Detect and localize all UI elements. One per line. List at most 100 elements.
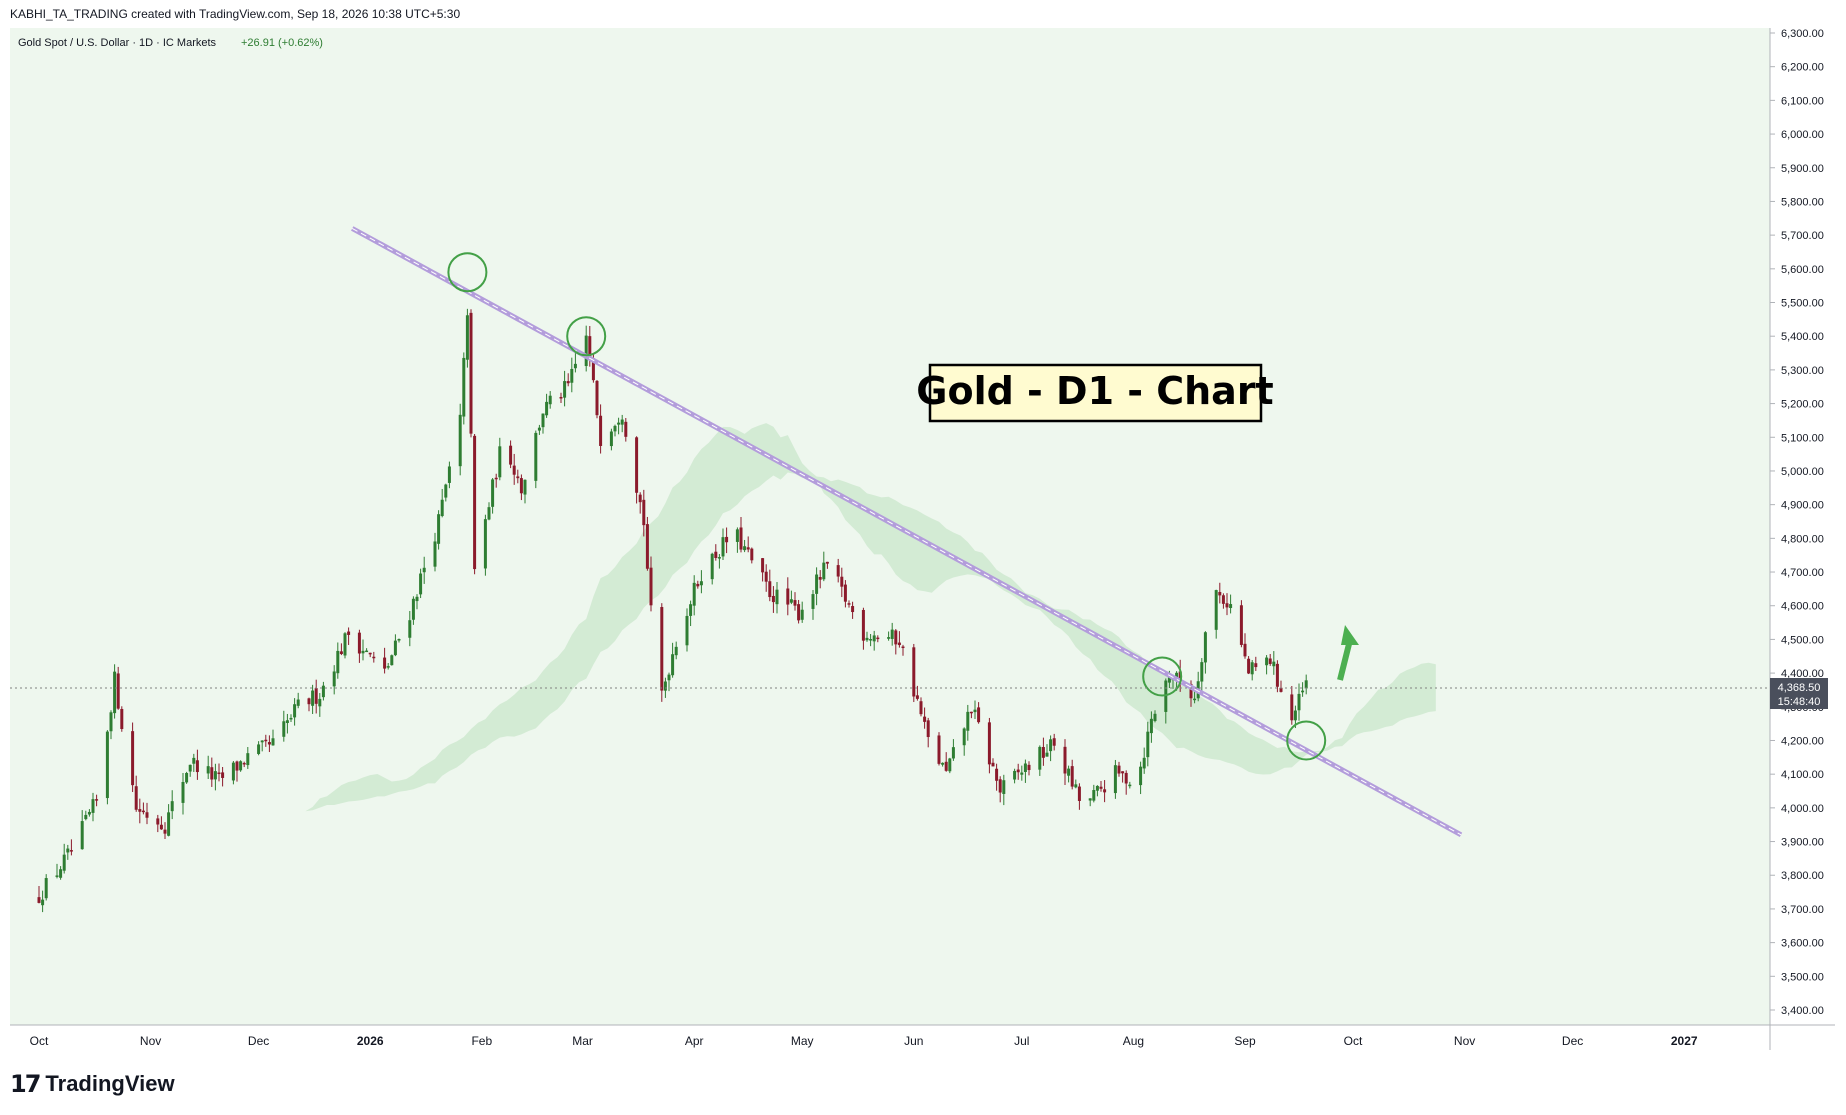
candle-body	[120, 708, 124, 730]
candle-body	[689, 604, 693, 616]
candle-body	[383, 657, 387, 669]
price-tick-label: 5,600.00	[1781, 264, 1824, 276]
candle-body	[717, 557, 721, 559]
price-tick-label: 5,500.00	[1781, 298, 1824, 310]
candle-body	[469, 312, 473, 434]
trendline[interactable]	[351, 226, 1463, 838]
time-tick-label: Jul	[1014, 1034, 1029, 1048]
candle-body	[397, 639, 401, 641]
candle-body	[264, 739, 268, 742]
candle-body	[519, 478, 523, 494]
price-tick-label: 4,900.00	[1781, 500, 1824, 512]
candle-body	[660, 607, 664, 691]
candle-body	[386, 666, 390, 668]
candle-body	[645, 524, 649, 569]
time-tick-label: Jun	[904, 1034, 923, 1048]
time-tick-label: 2026	[357, 1034, 384, 1048]
candle-body	[235, 761, 239, 771]
candle-body	[1193, 698, 1197, 701]
candle-body	[973, 709, 977, 713]
candle-body	[411, 598, 415, 620]
candle-body	[1239, 605, 1243, 645]
price-axis[interactable]: 6,300.00 6,200.00 6,100.00 6,000.00 5,900.00…	[1770, 28, 1824, 1017]
candle-body	[541, 413, 545, 428]
price-tick-label: 5,200.00	[1781, 399, 1824, 411]
candle-body	[894, 630, 898, 645]
candles[interactable]	[37, 308, 1308, 913]
candle-body	[919, 701, 923, 715]
candle-body	[390, 655, 394, 666]
candle-body	[285, 720, 289, 724]
candle-body	[872, 635, 876, 642]
price-tick-label: 4,600.00	[1781, 601, 1824, 613]
candle-body	[447, 466, 451, 483]
candle-body	[1142, 757, 1146, 769]
candle-body	[671, 654, 675, 676]
candle-body	[1290, 694, 1294, 721]
candle-body	[710, 553, 714, 580]
candle-body	[462, 357, 466, 417]
touch-circle	[1286, 720, 1327, 761]
candle-body	[361, 650, 365, 654]
candle-body	[1002, 780, 1006, 794]
candle-body	[861, 609, 865, 641]
tradingview-logo-icon: 17	[10, 1070, 41, 1098]
candle-body	[786, 588, 790, 605]
candle-body	[901, 646, 905, 649]
candle-body	[444, 484, 448, 498]
candle-body	[991, 762, 995, 767]
candle-body	[642, 499, 646, 526]
candle-body	[516, 476, 520, 479]
price-tick-label: 3,600.00	[1781, 938, 1824, 950]
price-tick-label: 5,100.00	[1781, 432, 1824, 444]
time-tick-label: Aug	[1123, 1034, 1144, 1048]
candle-body	[815, 574, 819, 594]
price-tick-label: 6,000.00	[1781, 129, 1824, 141]
candle-body	[307, 698, 311, 705]
candle-body	[761, 558, 765, 573]
candle-body	[422, 567, 426, 573]
candle-body	[91, 799, 95, 813]
candle-body	[170, 801, 174, 812]
candle-body	[69, 850, 73, 852]
candle-body	[951, 747, 955, 759]
candle-body	[339, 651, 343, 654]
candle-body	[44, 878, 48, 899]
time-axis[interactable]: Oct Nov Dec 2026 Feb Mar Apr May Jun Jul Aug Sep Oct…	[30, 1034, 1698, 1048]
candle-body	[746, 547, 750, 550]
candle-body	[1013, 770, 1017, 780]
candle-body	[1038, 746, 1042, 770]
candle-body	[141, 810, 145, 813]
touch-circle	[447, 252, 488, 293]
candle-body	[498, 446, 502, 478]
price-tick-label: 5,700.00	[1781, 230, 1824, 242]
candle-body	[537, 427, 541, 431]
candle-body	[725, 536, 729, 543]
chart-title: Gold - D1 - Chart	[916, 369, 1273, 413]
candle-body	[419, 573, 423, 595]
candle-body	[408, 620, 412, 638]
candle-body	[1175, 672, 1179, 680]
candle-body	[372, 656, 376, 659]
candle-body	[415, 596, 419, 602]
candle-body	[246, 753, 250, 766]
candle-body	[1304, 680, 1308, 689]
candle-body	[131, 731, 135, 786]
price-chart[interactable]: 6,300.00 6,200.00 6,100.00 6,000.00 5,900.00…	[0, 0, 1846, 1070]
price-tick-label: 5,400.00	[1781, 331, 1824, 343]
candle-body	[998, 779, 1002, 793]
candle-body	[1049, 739, 1053, 752]
candle-body	[620, 419, 624, 425]
candle-body	[800, 609, 804, 620]
candle-body	[937, 735, 941, 764]
candle-body	[1103, 789, 1107, 793]
candle-body	[1095, 785, 1099, 791]
candle-body	[465, 315, 469, 360]
candle-body	[923, 716, 927, 722]
candle-body	[181, 781, 185, 803]
price-tick-label: 3,400.00	[1781, 1005, 1824, 1017]
candle-body	[1099, 786, 1103, 789]
candle-body	[1200, 662, 1204, 682]
tradingview-logo[interactable]: 17 TradingView	[10, 1070, 175, 1098]
price-tick-label: 5,800.00	[1781, 196, 1824, 208]
